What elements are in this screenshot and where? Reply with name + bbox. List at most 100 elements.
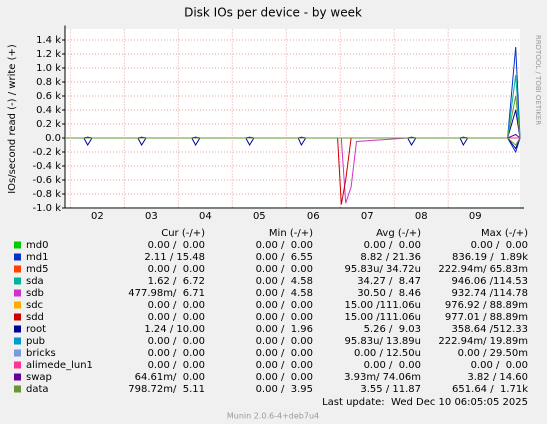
legend-value: 3.93m/ 74.06m (344, 372, 421, 383)
legend-swatch (14, 253, 21, 261)
y-tick-label: -1.0 k (33, 203, 62, 214)
legend-value: 0.00 / 0.00 (471, 240, 528, 251)
legend-label: data (26, 384, 49, 395)
side-label: RRDTOOL / TOBI OETIKER (534, 35, 542, 125)
y-tick-label: 0.0 (45, 133, 61, 144)
legend-value: 30.50 / 8.46 (357, 288, 421, 299)
legend-header: Max (-/+) (481, 228, 528, 239)
legend-label: sdd (26, 312, 44, 323)
legend-value: 0.00 / 0.00 (256, 300, 313, 311)
y-tick-label: 1.2 k (36, 49, 61, 60)
legend-swatch (14, 361, 21, 369)
x-tick-label: 09 (469, 211, 482, 222)
plot: -1.0 k -0.8 k -0.6 k -0.4 k -0.2 k 0.0 0.2 k 0.… (33, 25, 524, 222)
legend-value: 1.24 / 10.00 (144, 324, 205, 335)
y-tick-label: 1.4 k (36, 35, 61, 46)
x-tick-label: 05 (253, 211, 266, 222)
legend-value: 15.00 /111.06u (344, 312, 421, 323)
legend-value: 5.26 / 9.03 (364, 324, 421, 335)
legend-label: md1 (26, 252, 48, 263)
legend-value: 1.62 / 6.72 (148, 276, 205, 287)
legend-label: swap (26, 372, 52, 383)
last-update: Last update: Wed Dec 10 06:05:05 2025 (322, 397, 528, 408)
legend-header: Cur (-/+) (161, 228, 205, 239)
x-tick-label: 08 (415, 211, 428, 222)
legend-value: 0.00 / 0.00 (364, 240, 421, 251)
legend-value: 651.64 / 1.71k (452, 384, 528, 395)
legend-value: 946.06 /114.53 (451, 276, 528, 287)
legend-value: 0.00 / 29.50m (458, 348, 528, 359)
legend-value: 2.11 / 15.48 (144, 252, 205, 263)
legend-swatch (14, 337, 21, 345)
legend-swatch (14, 301, 21, 309)
legend-value: 0.00 / 0.00 (148, 300, 205, 311)
legend-value: 0.00 / 0.00 (256, 312, 313, 323)
legend-label: sdc (26, 300, 43, 311)
legend-value: 95.83u/ 13.89u (345, 336, 421, 347)
legend-value: 0.00 / 0.00 (148, 264, 205, 275)
legend-label: md0 (26, 240, 48, 251)
legend-value: 836.19 / 1.89k (452, 252, 528, 263)
legend-swatch (14, 313, 21, 321)
legend-value: 477.98m/ 6.71 (128, 288, 205, 299)
legend-value: 15.00 /111.06u (344, 300, 421, 311)
legend-value: 0.00 / 0.00 (256, 348, 313, 359)
legend-value: 3.82 / 14.60 (467, 372, 528, 383)
version: Munin 2.0.6-4+deb7u4 (227, 412, 319, 421)
y-tick-label: -0.8 k (33, 189, 62, 200)
legend-value: 0.00 / 1.96 (256, 324, 313, 335)
y-tick-label: 0.4 k (36, 105, 61, 116)
x-tick-label: 06 (307, 211, 320, 222)
x-tick-label: 04 (199, 211, 212, 222)
legend-label: root (26, 324, 46, 335)
x-tick-label: 02 (91, 211, 104, 222)
legend-value: 0.00 / 0.00 (256, 264, 313, 275)
series-line (65, 137, 521, 146)
legend-value: 0.00 / 3.95 (256, 384, 313, 395)
legend-value: 0.00 / 0.00 (148, 240, 205, 251)
legend-label: md5 (26, 264, 48, 275)
legend-value: 0.00 / 0.00 (256, 336, 313, 347)
legend-value: 0.00 / 0.00 (256, 240, 313, 251)
legend-swatch (14, 325, 21, 333)
legend-value: 95.83u/ 34.72u (345, 264, 421, 275)
legend-value: 0.00 / 0.00 (148, 360, 205, 371)
y-tick-label: -0.6 k (33, 175, 62, 186)
legend-value: 64.61m/ 0.00 (135, 372, 205, 383)
legend-value: 222.94m/ 19.89m (438, 336, 528, 347)
legend-label: sda (26, 276, 44, 287)
y-tick-label: -0.4 k (33, 161, 62, 172)
series-line (65, 137, 521, 150)
legend-value: 798.72m/ 5.11 (128, 384, 205, 395)
legend-value: 932.74 /114.78 (451, 288, 528, 299)
x-tick-label: 07 (361, 211, 374, 222)
legend-label: sdb (26, 288, 44, 299)
legend-value: 0.00 / 0.00 (148, 336, 205, 347)
legend-value: 0.00 / 0.00 (148, 348, 205, 359)
legend-value: 0.00 / 12.50u (354, 348, 421, 359)
y-tick-label: 0.2 k (36, 119, 61, 130)
plot-area (65, 29, 520, 209)
legend-swatch (14, 241, 21, 249)
legend-swatch (14, 385, 21, 393)
chart-title: Disk IOs per device - by week (184, 6, 362, 20)
legend-value: 0.00 / 6.55 (256, 252, 313, 263)
legend-label: alimede_lun1 (26, 360, 93, 371)
legend-value: 0.00 / 0.00 (256, 360, 313, 371)
legend-swatch (14, 373, 21, 381)
legend-value: 222.94m/ 65.83m (438, 264, 528, 275)
y-tick-label: 0.8 k (36, 77, 61, 88)
y-axis-label: IOs/second read (-) / write (+) (7, 44, 18, 194)
legend-swatch (14, 277, 21, 285)
legend-value: 3.55 / 11.87 (360, 384, 421, 395)
legend-label: bricks (26, 348, 56, 359)
legend-value: 976.92 / 88.89m (445, 300, 528, 311)
legend-value: 0.00 / 4.58 (256, 288, 313, 299)
legend-value: 34.27 / 8.47 (357, 276, 421, 287)
legend-value: 8.82 / 21.36 (360, 252, 421, 263)
legend-header: Min (-/+) (269, 228, 313, 239)
legend-value: 977.01 / 88.89m (445, 312, 528, 323)
legend-value: 0.00 / 0.00 (256, 372, 313, 383)
legend-value: 0.00 / 0.00 (148, 312, 205, 323)
